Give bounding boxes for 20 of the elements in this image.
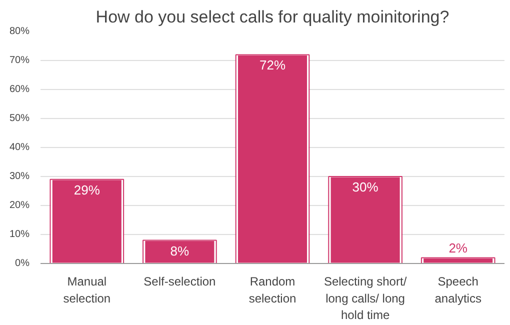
data-label: 72% — [259, 58, 286, 73]
chart-title: How do you select calls for quality moinitoring? — [96, 8, 450, 26]
x-tick-label: Selecting short/ long calls/ long hold time — [324, 274, 408, 322]
y-tick-label: 40% — [9, 142, 30, 153]
y-tick-label: 50% — [9, 113, 30, 124]
data-label: 2% — [448, 240, 468, 256]
x-tick-label: Random selection — [248, 274, 296, 306]
y-tick-label: 80% — [9, 26, 30, 37]
y-tick-label: 60% — [9, 84, 30, 95]
y-tick-label: 20% — [9, 200, 30, 211]
data-label: 29% — [74, 182, 100, 198]
x-tick-label: Self-selection — [144, 274, 216, 288]
data-label: 30% — [352, 180, 379, 194]
y-tick-label: 10% — [9, 229, 30, 240]
y-tick-label: 0% — [15, 258, 30, 269]
x-tick-label: Speech analytics — [434, 274, 482, 306]
y-tick-label: 30% — [9, 171, 30, 182]
y-tick-label: 70% — [9, 55, 30, 66]
x-tick-label: Manual selection — [63, 274, 111, 306]
data-label: 8% — [170, 243, 190, 258]
